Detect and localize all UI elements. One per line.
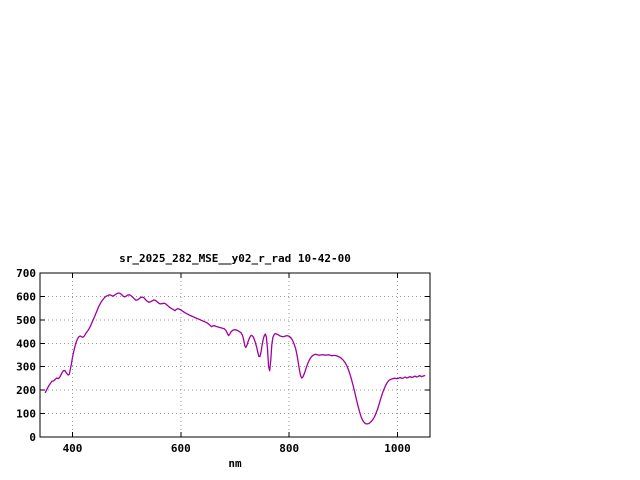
y-tick-label: 300	[16, 361, 36, 374]
x-tick-label: 400	[63, 442, 83, 455]
grid	[40, 272, 430, 438]
x-tick-label: 800	[279, 442, 299, 455]
plot-border	[39, 272, 431, 438]
y-tick-label: 600	[16, 290, 36, 303]
x-axis-label: nm	[228, 457, 242, 470]
x-tick-labels: 400 600 800 1000	[63, 442, 411, 455]
y-tick-label: 0	[29, 431, 36, 444]
y-tick-label: 400	[16, 337, 36, 350]
y-tick-label: 100	[16, 408, 36, 421]
y-tick-label: 700	[16, 267, 36, 280]
y-tick-label: 500	[16, 314, 36, 327]
y-tick-label: 200	[16, 384, 36, 397]
x-tick-label: 600	[171, 442, 191, 455]
axis-tick-marks	[40, 272, 430, 438]
spectrum-line	[44, 292, 426, 425]
x-tick-label: 1000	[384, 442, 411, 455]
chart-title: sr_2025_282_MSE__y02_r_rad 10-42-00	[119, 252, 351, 265]
y-tick-labels: 0 100 200 300 400 500 600 700	[16, 267, 36, 444]
